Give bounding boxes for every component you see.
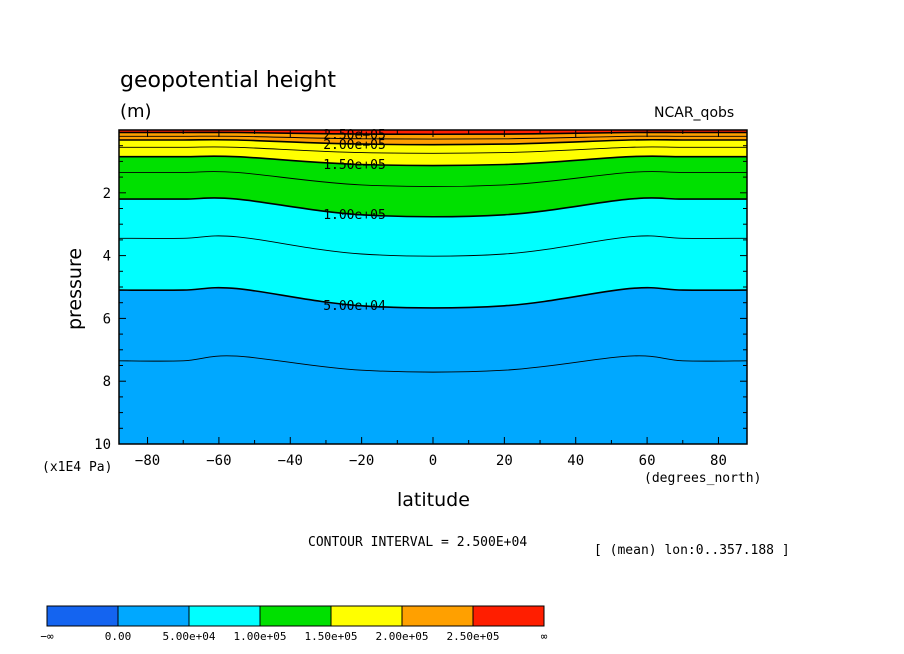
colorbar-label: 1.00e+05 [234, 630, 287, 643]
x-tick-label: 40 [567, 453, 584, 469]
chart-title: geopotential height [120, 68, 336, 93]
colorbar-swatch [46, 605, 119, 627]
contour-label-50000: 5.00e+04 [323, 299, 386, 314]
y-tick-label: 8 [103, 374, 111, 390]
band-200000 [119, 132, 747, 145]
colorbar-swatch [330, 605, 403, 627]
colorbar-label: 1.50e+05 [305, 630, 358, 643]
contour-line-150000 [119, 155, 747, 167]
contour-label-100000: 1.00e+05 [323, 208, 386, 223]
chart-units: (m) [120, 101, 152, 122]
x-tick-label: 80 [710, 453, 727, 469]
y-tick-label: 2 [103, 186, 111, 202]
x-tick-label: 0 [429, 453, 437, 469]
contour-line-175000 [119, 146, 747, 154]
colorbar-swatch [188, 605, 261, 627]
contour-line-125000 [119, 171, 747, 187]
contour-interval-note: CONTOUR INTERVAL = 2.500E+04 [308, 535, 528, 550]
colorbar-label: 5.00e+04 [163, 630, 216, 643]
contour-line-200000 [119, 138, 747, 146]
contour-line-225000 [119, 135, 747, 140]
y-tick-label: 6 [103, 311, 111, 327]
y-tick-label: 4 [103, 249, 111, 265]
contour-line-25000 [119, 355, 747, 373]
band-50000 [119, 197, 747, 308]
colorbar-label: ∞ [541, 630, 548, 643]
data-source-label: NCAR_qobs [654, 105, 735, 121]
x-axis-units: (degrees_north) [644, 471, 762, 486]
x-tick-label: −80 [135, 453, 160, 469]
contour-lines [119, 131, 747, 373]
contour-label-250000: 2.50e+05 [323, 128, 386, 143]
colorbar-label: −∞ [40, 630, 54, 643]
x-tick-label: 20 [496, 453, 513, 469]
colorbar-label: 0.00 [105, 630, 132, 643]
contour-label-200000: 2.00e+05 [323, 138, 386, 153]
colorbar-swatch [472, 605, 545, 627]
y-tick-label: 10 [94, 437, 111, 453]
colorbar-swatch [259, 605, 332, 627]
y-axis-title: pressure [64, 247, 87, 331]
x-tick-label: −20 [349, 453, 374, 469]
colorbar-label: 2.00e+05 [376, 630, 429, 643]
colorbar-swatch [117, 605, 190, 627]
contour-line-75000 [119, 235, 747, 257]
contour-line-100000 [119, 197, 747, 218]
x-axis-title: latitude [397, 489, 470, 511]
x-tick-label: 60 [639, 453, 656, 469]
x-tick-label: −40 [278, 453, 303, 469]
filled-contours [119, 130, 747, 444]
contour-line-50000 [119, 286, 747, 309]
colorbar-label: 2.50e+05 [447, 630, 500, 643]
colorbar-swatch [401, 605, 474, 627]
y-axis-units: (x1E4 Pa) [42, 460, 113, 475]
contour-label-150000: 1.50e+05 [323, 158, 386, 173]
mean-longitude-note: [ (mean) lon:0..357.188 ] [594, 543, 790, 558]
x-tick-label: −60 [206, 453, 231, 469]
